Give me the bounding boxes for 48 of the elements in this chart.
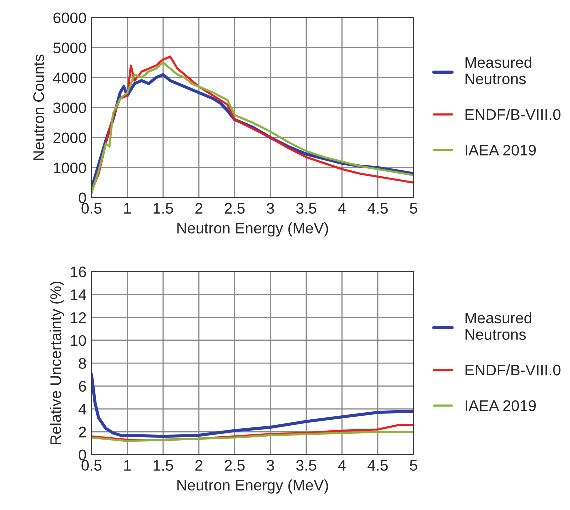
y-tick-label: 0 — [79, 450, 86, 461]
legend-label: Measured Neutrons — [466, 56, 532, 85]
line-series — [92, 430, 414, 442]
legend-label: ENDF/B-VIII.0 — [466, 108, 561, 120]
x-tick-label: 3.5 — [296, 203, 316, 214]
y-tick-label: 6 — [79, 381, 86, 392]
y-tick-label: 1000 — [54, 162, 86, 174]
x-tick-label: 1.5 — [154, 460, 174, 472]
y-tick-label: 2 — [79, 426, 86, 438]
x-tick-label: 2.5 — [225, 203, 245, 214]
y-tick-label: 4000 — [53, 72, 86, 84]
x-tick-label: 5 — [410, 203, 418, 214]
y-axis-title: Neutron Counts — [34, 54, 44, 160]
legend-label: Measured Neutrons — [466, 312, 532, 340]
x-tick-label: 0.5 — [82, 203, 102, 214]
y-tick-label: 10 — [71, 335, 86, 346]
x-tick-label: 0.5 — [82, 460, 102, 472]
x-tick-label: 4 — [338, 460, 346, 471]
x-axis-title: Neutron Energy (MeV) — [178, 480, 328, 494]
y-tick-label: 12 — [71, 312, 86, 324]
line-series — [92, 373, 414, 438]
y-axis-title: Relative Uncertainty (%) — [50, 282, 64, 444]
x-axis-title: Neutron Energy (MeV) — [178, 222, 328, 237]
x-tick-label: 2 — [196, 203, 203, 214]
x-tick-label: 2 — [196, 460, 203, 471]
x-tick-label: 5 — [410, 460, 418, 472]
x-tick-label: 2.5 — [225, 460, 245, 472]
y-tick-label: 5000 — [54, 42, 86, 54]
y-tick-label: 3000 — [54, 102, 86, 114]
x-tick-label: 3.5 — [296, 460, 316, 472]
legend-label: IAEA 2019 — [466, 400, 536, 412]
x-tick-label: 4.5 — [368, 460, 388, 472]
y-tick-label: 6000 — [54, 12, 86, 24]
y-tick-label: 4 — [78, 404, 86, 415]
x-tick-label: 4 — [338, 203, 346, 214]
x-tick-label: 1 — [124, 460, 132, 471]
x-tick-label: 1 — [124, 203, 132, 214]
y-tick-label: 14 — [71, 290, 86, 300]
y-tick-label: 16 — [71, 266, 86, 278]
x-tick-label: 3 — [267, 203, 274, 214]
y-tick-label: 2000 — [54, 132, 86, 144]
x-tick-label: 4.5 — [368, 203, 388, 214]
x-tick-label: 3 — [267, 460, 274, 472]
y-tick-label: 0 — [79, 192, 86, 204]
legend-label: ENDF/B-VIII.0 — [466, 364, 561, 376]
y-tick-label: 8 — [79, 358, 86, 370]
x-tick-label: 1.5 — [154, 203, 174, 214]
legend-label: IAEA 2019 — [466, 145, 536, 156]
